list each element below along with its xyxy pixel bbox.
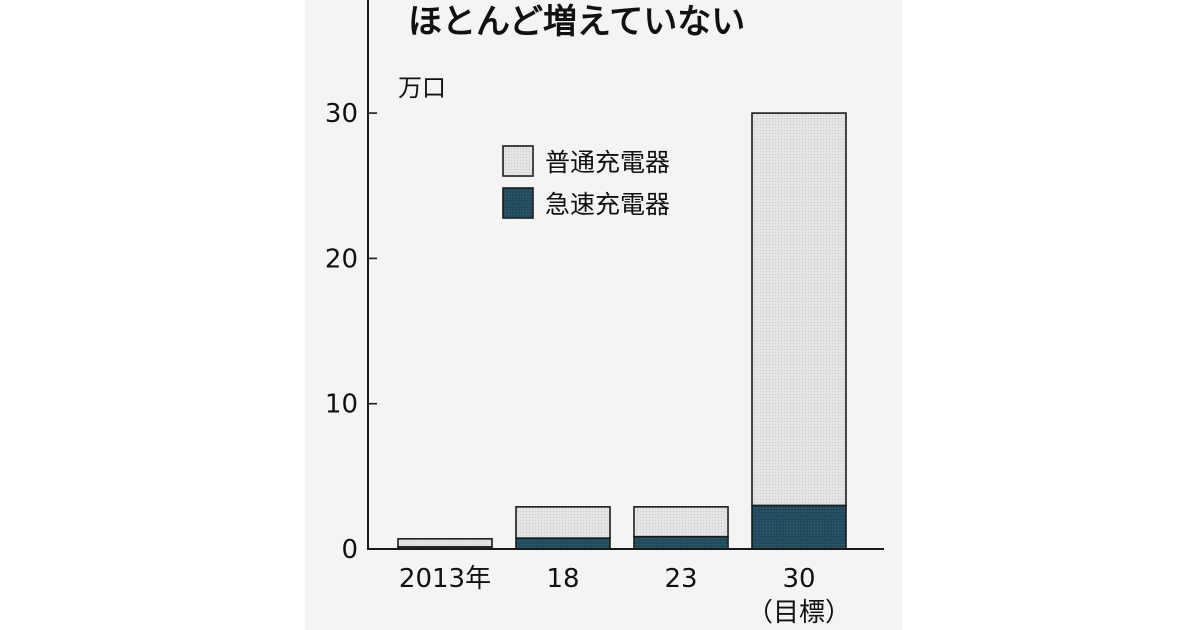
x-tick-label: 23: [664, 564, 697, 594]
y-tick-label: 30: [325, 99, 358, 129]
bar-texture-normal-2: [634, 506, 728, 537]
x-tick-label: 30: [782, 564, 815, 594]
y-tick-label: 20: [325, 244, 358, 274]
x-tick-note: （目標）: [747, 598, 851, 628]
plot-area: [397, 112, 847, 550]
x-tick-label: 2013年: [399, 564, 491, 594]
axes: 0 10 20 30 2013年 18 23 30 （目標）: [325, 0, 884, 628]
y-tick-label: 10: [325, 390, 358, 420]
y-axis-unit-label: 万口: [398, 74, 446, 102]
bar-texture-normal-3: [752, 113, 846, 506]
bar-texture-normal-1: [516, 506, 610, 539]
legend-label-fast: 急速充電器: [545, 190, 670, 219]
legend-swatch-texture-fast: [503, 188, 533, 218]
legend-swatch-texture-normal: [503, 146, 533, 176]
chart-title: ほとんど増えていない: [408, 2, 745, 42]
bar-texture-fast-2: [634, 536, 728, 549]
y-tick-label: 0: [341, 535, 358, 565]
bar-texture-fast-0: [398, 546, 492, 549]
bar-texture-fast-1: [516, 538, 610, 549]
bar-texture-fast-3: [752, 505, 846, 549]
bar-texture-normal-0: [398, 538, 492, 547]
legend-label-normal: 普通充電器: [545, 148, 670, 177]
x-tick-label: 18: [546, 564, 579, 594]
